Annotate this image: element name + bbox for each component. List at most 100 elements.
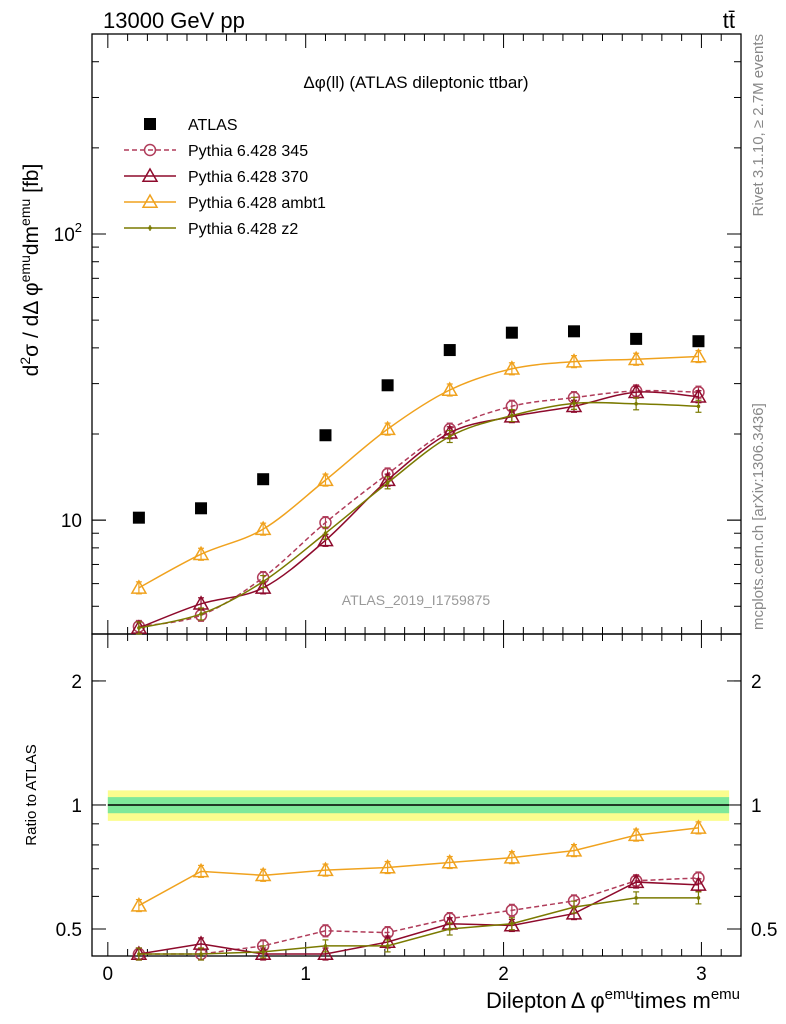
data-point-triangle [254, 579, 272, 594]
data-point-triangle [141, 167, 159, 182]
data-point-square [257, 473, 270, 486]
y-tick-label: 0.5 [56, 920, 82, 941]
data-point-triangle [317, 471, 334, 487]
x-tick-label: 1 [300, 964, 311, 985]
data-point-circle [505, 904, 519, 917]
legend: ATLAS Pythia 6.428 345 Pythia 6.428 370 Pyt… [124, 117, 326, 238]
data-point-square [568, 325, 581, 338]
series-pythia-6-428-ambt1 [130, 819, 707, 913]
rivet-version-label: Rivet 3.1.10, ≥ 2.7M events [750, 34, 767, 217]
data-point-triangle [565, 353, 583, 368]
legend-item: Pythia 6.428 345 [124, 143, 308, 160]
data-point-triangle [379, 420, 396, 436]
data-point-square [505, 326, 518, 339]
data-point-dot [261, 579, 265, 584]
series-line [138, 897, 699, 955]
series-atlas [132, 325, 705, 524]
analysis-watermark: ATLAS_2019_I1759875 [342, 592, 491, 608]
data-point-triangle [130, 897, 148, 912]
x-axis-label: Dilepton Δ φemutimes memu [486, 986, 740, 1013]
series-line [138, 389, 699, 628]
data-point-triangle [317, 531, 334, 547]
data-point-dot [696, 896, 701, 900]
data-point-square [630, 332, 643, 345]
series-pythia-6-428-370 [130, 873, 707, 961]
data-point-dot [572, 401, 576, 406]
data-point-triangle [317, 945, 334, 960]
header-process-label: tt̄ [723, 8, 735, 33]
header-collision-label: 13000 GeV pp [103, 8, 245, 33]
legend-label: Pythia 6.428 370 [188, 169, 308, 186]
data-point-dot [447, 434, 452, 439]
data-point-dot [447, 927, 452, 931]
data-point-triangle [441, 854, 459, 869]
main-y-axis-label: d2σ / dΔ φemudmemu [fb] [17, 164, 43, 377]
y-tick-label-right: 2 [751, 672, 762, 693]
data-point-square [195, 502, 208, 515]
legend-label: Pythia 6.428 ambt1 [188, 195, 326, 212]
data-point-triangle [441, 381, 459, 396]
series-line [138, 881, 699, 955]
data-point-dot [385, 944, 390, 948]
data-point-triangle [690, 876, 707, 891]
legend-item: Pythia 6.428 ambt1 [124, 193, 326, 212]
data-point-dot [385, 481, 390, 485]
series-line [138, 877, 699, 955]
data-point-dot [634, 896, 638, 900]
series-line [138, 401, 699, 629]
data-point-triangle [627, 873, 645, 889]
legend-item: ATLAS [144, 117, 238, 134]
y-tick-label-right: 1 [751, 796, 762, 817]
data-point-dot [510, 921, 514, 926]
data-point-triangle [317, 861, 334, 877]
data-point-triangle [141, 193, 159, 208]
mcplots-credit-label: mcplots.cern.ch [arXiv:1306.3436] [750, 403, 767, 630]
series-line [138, 827, 699, 907]
data-point-dot [634, 402, 638, 406]
legend-item: Pythia 6.428 z2 [124, 221, 298, 238]
data-point-dot [148, 226, 152, 230]
data-point-square [443, 344, 456, 357]
data-point-dot [323, 531, 328, 536]
series-pythia-6-428-z2 [135, 396, 702, 635]
data-point-triangle [503, 849, 521, 864]
series-line [138, 391, 699, 629]
data-point-triangle [690, 348, 707, 363]
ratio-plot-frame [91, 633, 742, 957]
x-tick-label: 0 [103, 964, 114, 985]
data-point-square [692, 335, 705, 348]
data-point-triangle [192, 862, 210, 878]
legend-label: ATLAS [188, 117, 238, 134]
data-point-square [144, 118, 156, 130]
legend-label: Pythia 6.428 345 [188, 143, 308, 160]
x-tick-label: 2 [498, 964, 509, 985]
y-tick-label-right: 0.5 [751, 920, 777, 941]
data-point-triangle [254, 520, 272, 536]
legend-label: Pythia 6.428 z2 [188, 221, 298, 238]
data-point-triangle [627, 350, 645, 366]
data-point-square [381, 379, 394, 392]
data-point-square [319, 429, 332, 442]
data-point-dot [137, 626, 141, 630]
data-point-triangle [565, 905, 583, 920]
y-tick-label: 1 [71, 796, 82, 817]
data-point-triangle [379, 859, 396, 874]
data-point-circle [143, 143, 157, 157]
ratio-y-axis-label: Ratio to ATLAS [23, 744, 40, 845]
data-point-dot [199, 952, 203, 956]
plot-title: Δφ(ll) (ATLAS dileptonic ttbar) [303, 73, 528, 92]
data-point-dot [199, 612, 203, 616]
data-point-triangle [627, 826, 645, 842]
data-point-square [132, 511, 145, 524]
data-point-triangle [565, 842, 583, 857]
legend-item: Pythia 6.428 370 [124, 167, 308, 186]
x-tick-label: 3 [696, 964, 707, 985]
data-point-dot [696, 404, 701, 409]
ratio-series-layer [130, 819, 707, 961]
data-point-triangle [192, 545, 210, 561]
data-point-triangle [254, 866, 272, 882]
data-point-triangle [254, 945, 272, 960]
y-tick-label: 102 [54, 220, 82, 246]
data-point-triangle [503, 360, 521, 375]
